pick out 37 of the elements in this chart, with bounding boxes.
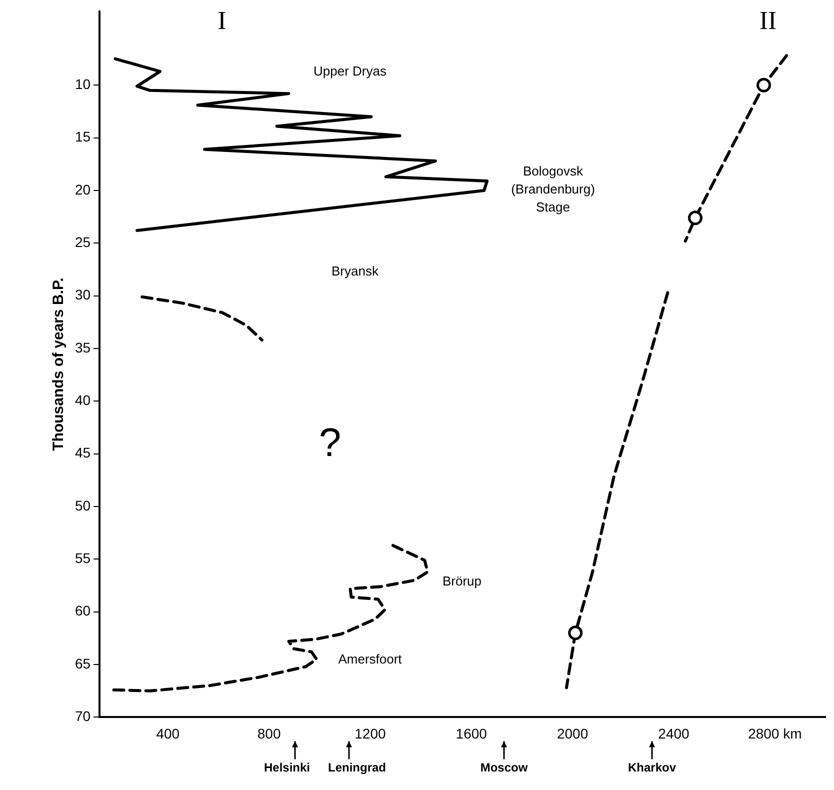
- annotation: II: [759, 6, 777, 35]
- y-tick-label: 55: [74, 550, 91, 566]
- y-tick-label: 20: [74, 181, 91, 198]
- y-tick-label: 70: [74, 708, 91, 724]
- x-tick-label: 1600: [456, 725, 488, 742]
- annotation: Brörup: [442, 574, 482, 589]
- y-tick-label: 65: [74, 655, 91, 672]
- y-axis-title: Thousands of years B.P.: [50, 278, 68, 451]
- annotation: Bologovsk (Brandenburg) Stage: [511, 164, 595, 215]
- y-tick-label: 45: [74, 444, 91, 461]
- annotation: I: [218, 6, 226, 35]
- x-tick-label: 2400: [658, 725, 690, 742]
- point: [568, 626, 583, 640]
- x-tick-label: 800: [257, 725, 281, 742]
- text: Leningrad: [328, 760, 386, 775]
- y-tick-label: 15: [74, 128, 91, 145]
- text: Moscow: [480, 760, 528, 775]
- point: [688, 210, 702, 226]
- point: [756, 78, 772, 92]
- text: Kharkov: [628, 760, 676, 775]
- text: Helsinki: [264, 760, 310, 775]
- x-tick-label: 2000: [556, 725, 588, 742]
- x-tick-label: 2800 km: [748, 725, 802, 742]
- line-series: [140, 295, 264, 342]
- y-tick-label: 25: [74, 234, 91, 250]
- annotation: Bryansk: [332, 264, 379, 279]
- y-tick-label: 50: [74, 497, 91, 514]
- y-tick-label: 10: [74, 76, 91, 92]
- y-tick-label: 30: [74, 286, 91, 303]
- annotation: ?: [318, 421, 342, 466]
- x-tick-label: 400: [156, 725, 180, 742]
- annotation: Amersfoort: [338, 652, 402, 667]
- y-tick-label: 40: [74, 392, 91, 408]
- x-tick-label: 1200: [354, 725, 386, 742]
- y-tick-label: 60: [74, 602, 91, 619]
- annotation: Upper Dryas: [314, 64, 387, 79]
- y-tick-label: 35: [74, 339, 91, 356]
